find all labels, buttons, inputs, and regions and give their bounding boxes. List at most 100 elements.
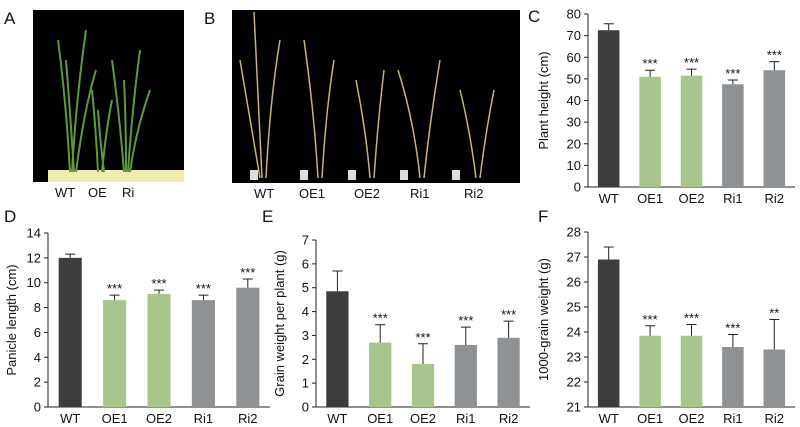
error-bar: [375, 324, 386, 343]
bar: [236, 287, 260, 407]
y-tick-label: 14: [27, 226, 41, 241]
bar: [58, 257, 82, 407]
photo-label: Ri1: [410, 186, 430, 201]
bar: [763, 349, 786, 407]
y-tick-label: 26: [567, 275, 581, 290]
y-tick-label: 30: [567, 115, 581, 130]
y-tick-label: 6: [302, 256, 309, 271]
x-tick-label: Ri2: [238, 411, 258, 426]
y-tick-label: 0: [302, 400, 309, 415]
y-tick-label: 24: [567, 325, 581, 340]
panel-letter: F: [538, 207, 548, 226]
y-tick-label: 1: [302, 376, 309, 391]
significance: ***: [767, 48, 782, 63]
x-tick-label: Ri2: [499, 411, 519, 426]
significance: ***: [107, 281, 122, 296]
bar: [722, 347, 744, 407]
bar: [763, 70, 786, 187]
x-tick-label: Ri1: [723, 191, 743, 206]
error-bar: [603, 23, 614, 31]
significance: ***: [458, 313, 473, 328]
bar: [639, 335, 661, 407]
y-axis-label: 1000-grain weight (g): [536, 258, 551, 381]
y-axis-label: Plant height (cm): [536, 51, 551, 149]
bar: [454, 344, 477, 407]
panel-letter: C: [528, 7, 540, 26]
photo-label: OE2: [354, 186, 380, 201]
y-tick-label: 8: [34, 300, 41, 315]
y-tick-label: 80: [567, 7, 581, 22]
significance: ***: [643, 56, 658, 71]
significance: **: [769, 306, 779, 321]
y-tick-label: 2: [34, 375, 41, 390]
y-tick-label: 10: [27, 275, 41, 290]
error-bar: [418, 343, 428, 365]
significance: ***: [151, 276, 166, 291]
photo-label: Ri2: [464, 186, 484, 201]
significance: ***: [725, 66, 740, 81]
bar: [680, 75, 703, 187]
y-tick-label: 22: [567, 375, 581, 390]
y-tick-label: 3: [302, 328, 309, 343]
bar: [639, 76, 661, 187]
x-tick-label: OE2: [146, 411, 172, 426]
bar: [369, 342, 392, 407]
bar: [147, 293, 171, 407]
error-bar: [503, 320, 514, 338]
significance: ***: [196, 281, 211, 296]
x-tick-label: WT: [599, 411, 619, 426]
y-tick-label: 50: [567, 71, 581, 86]
bar: [680, 335, 703, 407]
photo-label: WT: [55, 185, 75, 200]
error-bar: [603, 246, 614, 260]
y-tick-label: 70: [567, 28, 581, 43]
bar: [411, 364, 435, 407]
x-tick-label: OE1: [637, 191, 663, 206]
y-tick-label: 5: [302, 280, 309, 295]
y-tick-label: 23: [567, 350, 581, 365]
bar: [722, 84, 744, 187]
significance: ***: [643, 312, 658, 327]
photo-a: [33, 10, 184, 182]
error-bar: [332, 270, 343, 292]
y-tick-label: 4: [34, 350, 41, 365]
panel-letter: B: [204, 9, 215, 28]
significance: ***: [415, 330, 430, 345]
y-axis-label: Panicle length (cm): [4, 264, 19, 375]
error-bar: [198, 294, 209, 301]
error-bar: [769, 61, 780, 71]
error-bar: [109, 294, 120, 301]
y-tick-label: 20: [567, 136, 581, 151]
x-tick-label: OE1: [102, 411, 128, 426]
significance: ***: [684, 55, 699, 70]
y-tick-label: 21: [567, 400, 581, 415]
panel-letter: E: [262, 207, 273, 226]
bar: [497, 337, 520, 407]
significance: ***: [684, 311, 699, 326]
photo-label: OE1: [299, 186, 325, 201]
y-tick-label: 4: [302, 304, 309, 319]
error-bar: [727, 79, 738, 85]
y-axis-label: Grain weight per plant (g): [272, 250, 287, 397]
significance: ***: [240, 265, 255, 280]
error-bar: [154, 289, 164, 294]
photo-b: [232, 10, 520, 183]
y-tick-label: 2: [302, 352, 309, 367]
y-tick-label: 40: [567, 93, 581, 108]
bar: [103, 300, 127, 407]
photo-label: Ri: [122, 185, 134, 200]
x-tick-label: Ri2: [765, 191, 785, 206]
x-tick-label: Ri1: [194, 411, 214, 426]
y-tick-label: 25: [567, 300, 581, 315]
y-tick-label: 7: [302, 233, 309, 248]
y-tick-label: 12: [27, 250, 41, 265]
x-tick-label: OE2: [410, 411, 436, 426]
error-bar: [460, 326, 471, 345]
x-tick-label: Ri1: [456, 411, 476, 426]
x-tick-label: WT: [327, 411, 347, 426]
significance: ***: [373, 311, 388, 326]
x-tick-label: OE2: [678, 411, 704, 426]
panel-letter: D: [4, 207, 16, 226]
x-tick-label: OE1: [637, 411, 663, 426]
y-tick-label: 60: [567, 50, 581, 65]
